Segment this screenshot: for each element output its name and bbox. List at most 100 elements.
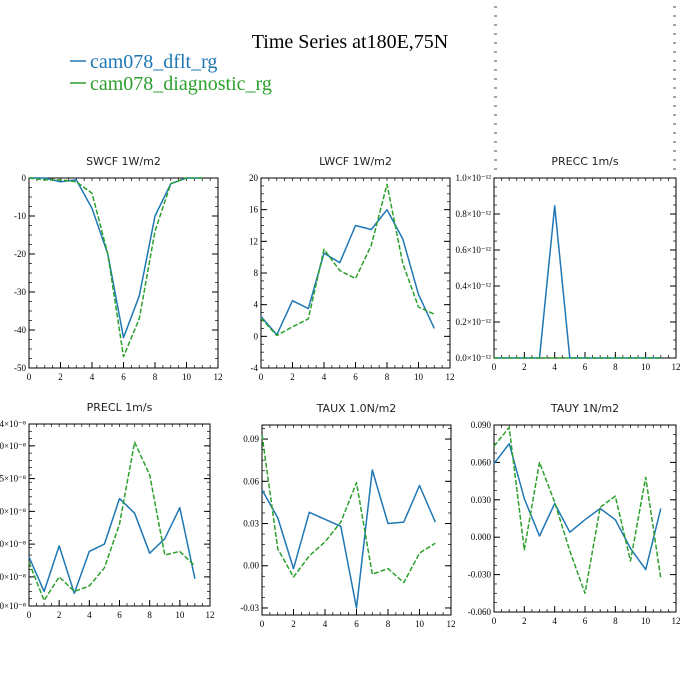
y-tick-label: -40	[14, 325, 26, 335]
y-tick-label: 0.030	[471, 495, 492, 505]
chart-panel: SWCF 1W/m2 0 2 4 6 8 10 12 -50 -40 -30 -20 -10 0	[14, 155, 223, 382]
chart-panel: TAUX 1.0N/m2 0 2 4 6 8 10 12 -0.03 0.00 0.03 0.06 0.…	[240, 402, 455, 629]
x-tick-label: 0	[492, 362, 497, 372]
x-tick-label: 0	[27, 610, 32, 620]
x-tick-label: 12	[672, 616, 681, 626]
x-tick-label: 2	[58, 372, 63, 382]
y-tick-label: 16	[249, 205, 259, 215]
series-line	[260, 183, 435, 337]
x-tick-label: 4	[322, 372, 327, 382]
panel-grid: SWCF 1W/m20 2 4 6 8 10 12-50-40-30-20-100LWCF …	[0, 6, 681, 629]
x-tick-label: 10	[641, 616, 651, 626]
x-tick-label: 8	[385, 372, 390, 382]
plot-frame	[493, 177, 677, 359]
legend-label: cam078_dflt_rg	[90, 51, 217, 73]
y-tick-label: 8	[254, 268, 259, 278]
y-tick-label: -20	[14, 249, 26, 259]
x-tick-label: 10	[414, 372, 424, 382]
plot-frame	[261, 424, 452, 616]
series-line	[493, 426, 662, 595]
y-tick-label: 5×10⁻⁸	[0, 474, 26, 484]
y-tick-label: 4	[254, 300, 259, 310]
x-tick-label: 12	[672, 362, 681, 372]
y-tick-label: 1.0×10⁻¹²	[456, 173, 492, 183]
x-tick-label: 6	[121, 372, 126, 382]
chart-panel: TAUY 1N/m2 0 2 4 6 8 10 12 -0.060 -0.030 0.000 0.03…	[468, 402, 681, 626]
series-line	[493, 442, 662, 571]
x-tick-label: 2	[291, 619, 296, 629]
x-tick-label: 8	[147, 610, 152, 620]
panel-title: TAUX 1.0N/m2	[316, 402, 397, 415]
y-tick-label: 0.06	[243, 476, 259, 486]
y-tick-label: 0×10⁻⁸	[0, 539, 26, 549]
x-tick-label: 2	[290, 372, 295, 382]
plot-frame	[493, 424, 677, 613]
y-tick-label: 0×10⁻⁸	[0, 441, 26, 451]
x-tick-label: 6	[583, 362, 588, 372]
y-tick-label: 0.03	[243, 519, 259, 529]
y-tick-label: 0	[22, 173, 27, 183]
y-tick-label: 0.090	[471, 420, 492, 430]
y-tick-label: -0.060	[468, 607, 492, 617]
y-tick-label: 0.09	[243, 434, 259, 444]
x-tick-label: 4	[87, 610, 92, 620]
x-tick-label: 2	[522, 616, 527, 626]
x-tick-label: 12	[206, 610, 215, 620]
x-tick-label: 6	[583, 616, 588, 626]
y-tick-label: -50	[14, 363, 26, 373]
series-line	[261, 434, 436, 584]
plot-frame	[260, 177, 451, 369]
x-tick-label: 4	[90, 372, 95, 382]
series-line	[494, 205, 661, 359]
x-tick-label: 2	[522, 362, 527, 372]
y-tick-label: 0.4×10⁻¹²	[456, 281, 492, 291]
series-line	[261, 469, 436, 609]
x-tick-label: 0	[259, 372, 264, 382]
y-tick-label: 0.000	[471, 532, 492, 542]
panel-title: LWCF 1W/m2	[319, 155, 392, 168]
x-tick-label: 2	[57, 610, 62, 620]
x-tick-label: 4	[552, 616, 557, 626]
panel-title: PRECC 1m/s	[551, 155, 619, 168]
y-tick-label: 0.00	[243, 561, 259, 571]
y-tick-label: -4	[251, 363, 259, 373]
x-tick-label: 12	[214, 372, 223, 382]
series-line	[28, 177, 203, 358]
figure-title: Time Series at180E,75N	[252, 31, 448, 53]
y-tick-label: 0.8×10⁻¹²	[456, 209, 492, 219]
y-tick-label: 0×10⁻⁸	[0, 506, 26, 516]
y-tick-label: 4×10⁻⁸	[0, 419, 26, 429]
y-tick-label: 12	[249, 236, 258, 246]
x-tick-label: 8	[613, 362, 618, 372]
y-tick-label: -0.030	[468, 570, 492, 580]
panel-title: SWCF 1W/m2	[86, 155, 161, 168]
series-line	[28, 497, 196, 595]
series-line	[28, 441, 196, 602]
y-tick-label: 0.6×10⁻¹²	[456, 245, 492, 255]
x-tick-label: 8	[386, 619, 391, 629]
legend-entry: cam078_dflt_rg	[70, 51, 217, 73]
y-tick-label: 0	[254, 331, 259, 341]
x-tick-label: 0	[27, 372, 32, 382]
y-tick-label: -30	[14, 287, 26, 297]
x-tick-label: 10	[641, 362, 651, 372]
y-tick-label: 0.0×10⁻¹²	[456, 353, 492, 363]
x-tick-label: 4	[323, 619, 328, 629]
x-tick-label: 4	[552, 362, 557, 372]
chart-panel: PRECL 1m/s 0 2 4 6 8 10 12 0×10⁻⁸ 0×10⁻⁸ 0×10⁻⁸ 0×1…	[0, 401, 215, 620]
x-tick-label: 0	[260, 619, 265, 629]
x-tick-label: 12	[446, 372, 455, 382]
x-tick-label: 10	[182, 372, 192, 382]
x-tick-label: 10	[415, 619, 425, 629]
y-tick-label: 0×10⁻⁸	[0, 572, 26, 582]
series-line	[260, 208, 435, 336]
x-tick-label: 6	[353, 372, 358, 382]
x-tick-label: 6	[117, 610, 122, 620]
x-tick-label: 6	[354, 619, 359, 629]
legend: cam078_dflt_rg cam078_diagnostic_rg	[70, 51, 272, 95]
x-tick-label: 8	[153, 372, 158, 382]
panel-title: PRECL 1m/s	[87, 401, 153, 414]
legend-label: cam078_diagnostic_rg	[90, 73, 272, 95]
